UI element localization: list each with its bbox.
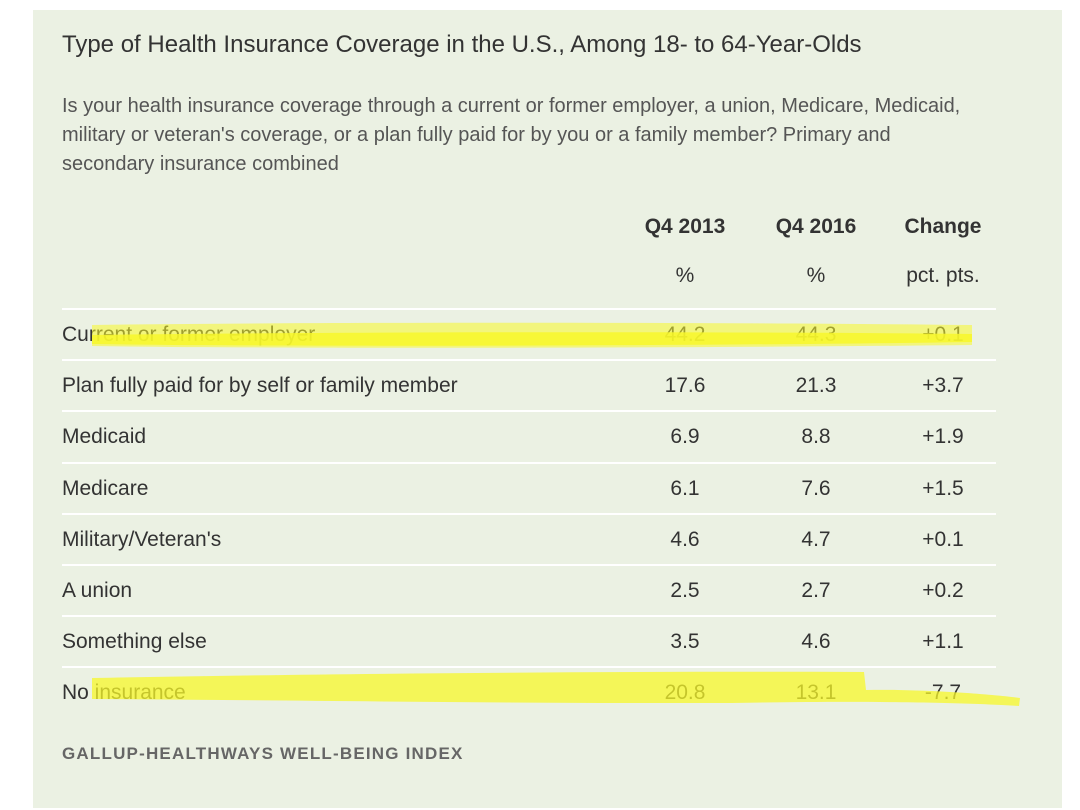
cell-change: -7.7 xyxy=(924,681,962,705)
cell-change: +0.1 xyxy=(922,323,964,346)
cell-change: +3.7 xyxy=(922,374,964,398)
row-divider xyxy=(62,461,996,464)
cell-q4-2016: 13.1 xyxy=(795,681,837,705)
cell-q4-2013: 17.6 xyxy=(664,374,706,398)
row-label: A union xyxy=(62,579,133,602)
row-divider xyxy=(62,564,996,566)
cell-q4-2016: 4.7 xyxy=(801,527,831,551)
row-label: Current or former employer xyxy=(62,323,316,346)
column-header-q4-2013: Q4 2013 xyxy=(644,215,726,238)
row-divider xyxy=(62,666,996,669)
column-unit-change: pct. pts. xyxy=(906,264,980,287)
row-label: Medicare xyxy=(62,476,149,500)
table-subtitle: Is your health insurance coverage throug… xyxy=(62,95,961,175)
row-label: Medicaid xyxy=(62,425,147,449)
cell-q4-2013: 44.2 xyxy=(664,323,706,346)
cell-change: +1.9 xyxy=(922,425,964,449)
cell-q4-2016: 21.3 xyxy=(795,374,837,398)
column-unit-q4-2013: % xyxy=(675,264,695,287)
row-divider xyxy=(62,615,996,618)
cell-q4-2016: 8.8 xyxy=(801,425,831,449)
cell-q4-2016: 7.6 xyxy=(801,476,831,500)
row-divider xyxy=(62,359,996,362)
page-title: Type of Health Insurance Coverage in the… xyxy=(62,31,862,58)
row-divider xyxy=(62,410,996,413)
cell-q4-2013: 2.5 xyxy=(670,579,700,602)
row-label: Military/Veteran's xyxy=(62,527,222,551)
cell-change: +0.1 xyxy=(922,527,964,551)
cell-change: +1.5 xyxy=(922,476,964,500)
cell-q4-2016: 4.6 xyxy=(801,630,831,654)
row-divider xyxy=(62,308,996,310)
cell-q4-2013: 20.8 xyxy=(664,681,706,705)
column-unit-q4-2016: % xyxy=(806,264,826,287)
source-note: GALLUP-HEALTHWAYS WELL-BEING INDEX xyxy=(62,744,464,763)
column-header-q4-2016: Q4 2016 xyxy=(775,215,857,238)
row-divider xyxy=(62,512,996,515)
row-label: Plan fully paid for by self or family me… xyxy=(62,374,458,398)
cell-q4-2013: 4.6 xyxy=(670,527,700,551)
cell-q4-2016: 2.7 xyxy=(801,579,831,602)
column-header-change: Change xyxy=(904,215,982,238)
cell-q4-2016: 44.3 xyxy=(795,323,837,346)
row-label: No insurance xyxy=(62,681,186,705)
cell-change: +1.1 xyxy=(922,630,964,654)
cell-q4-2013: 6.1 xyxy=(670,476,700,500)
cell-q4-2013: 6.9 xyxy=(670,425,700,449)
cell-q4-2013: 3.5 xyxy=(670,630,700,654)
cell-change: +0.2 xyxy=(922,579,964,602)
row-label: Something else xyxy=(62,630,207,654)
